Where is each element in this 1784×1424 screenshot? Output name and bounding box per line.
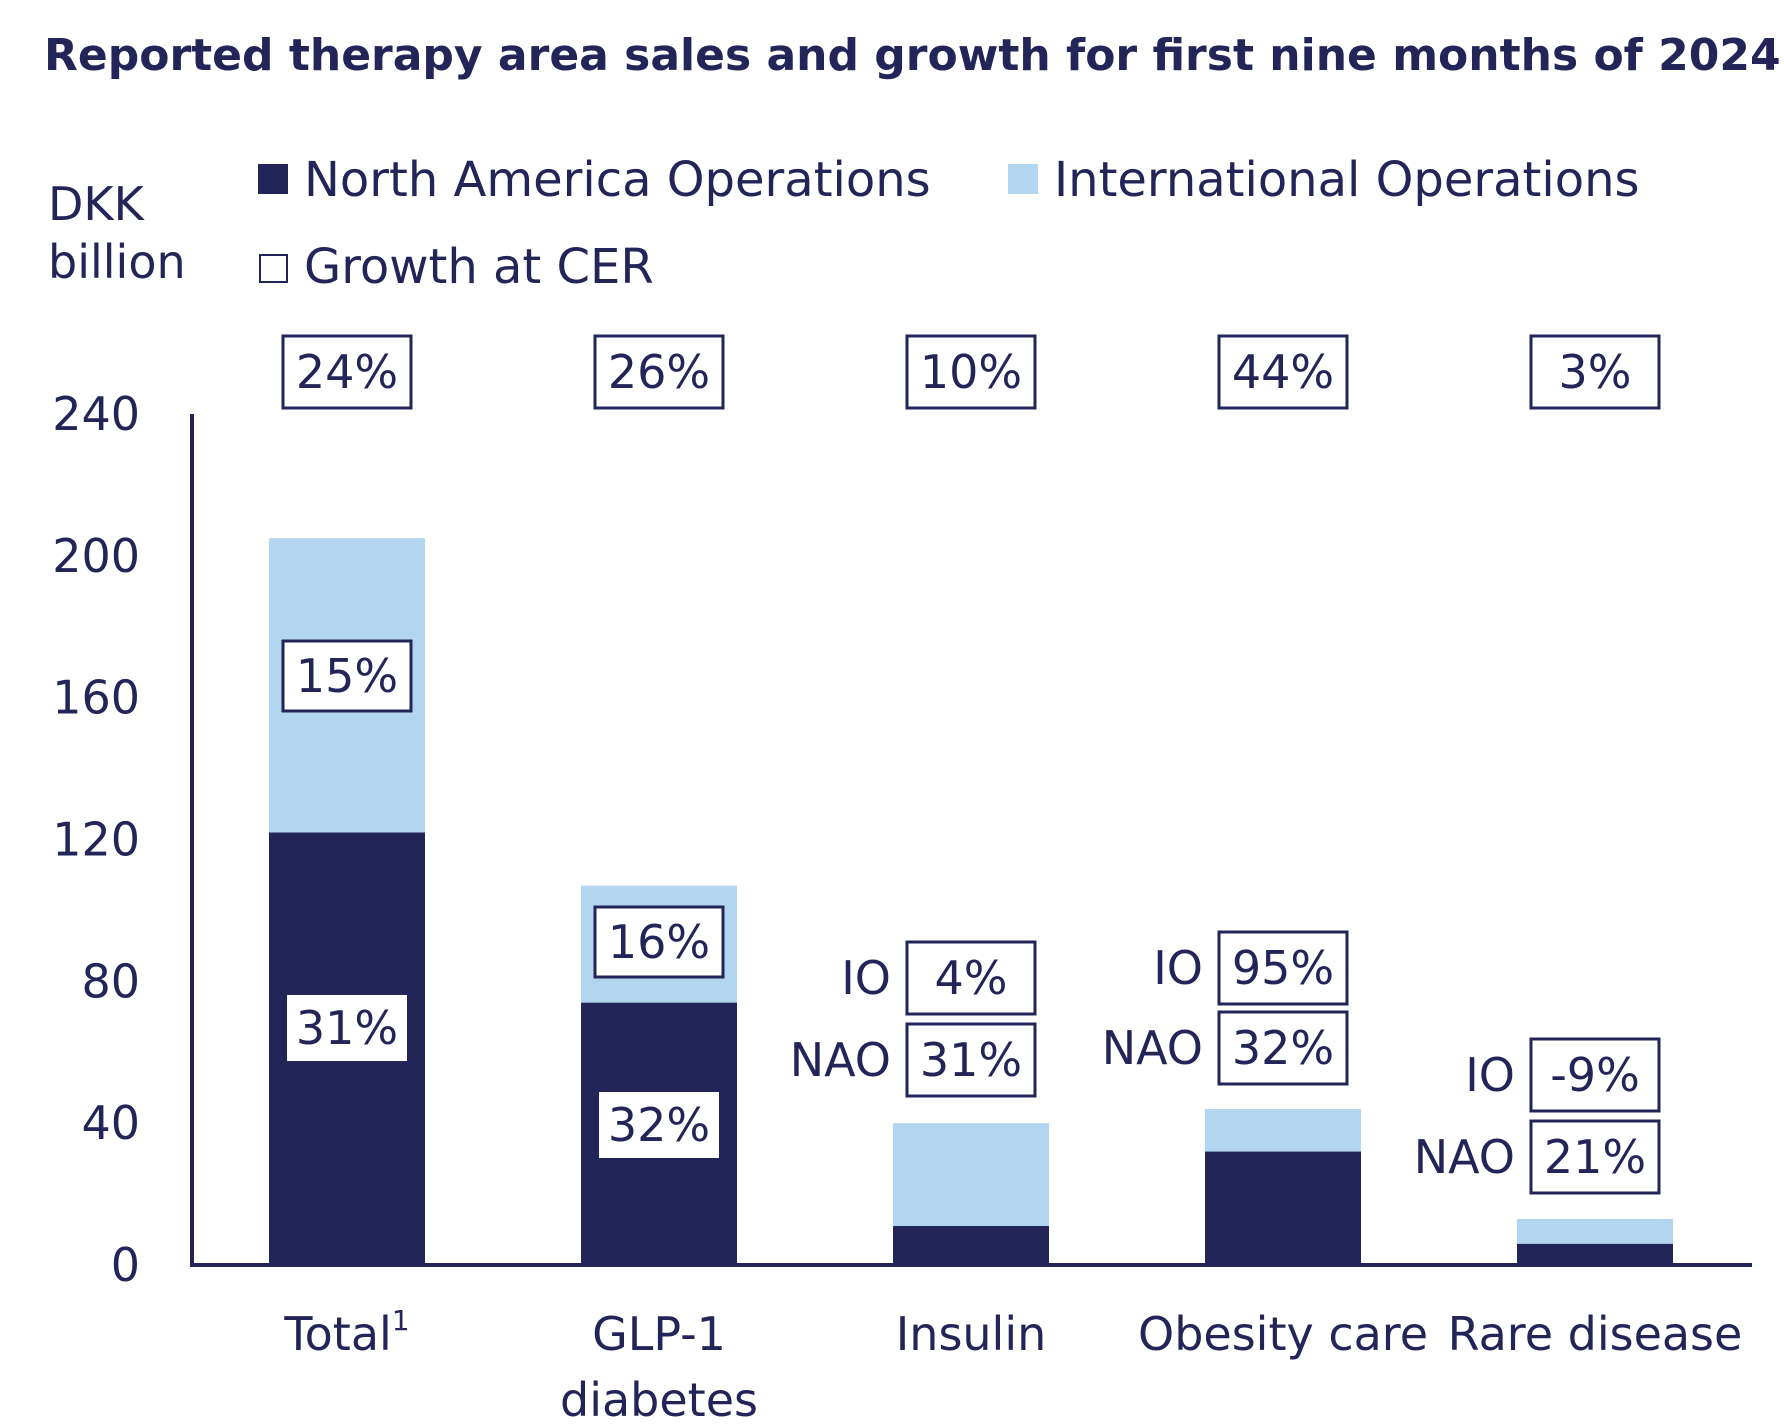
growth-io-box [1217, 930, 1349, 1006]
growth-nao-box [599, 1092, 719, 1158]
y-tick-label: 240 [52, 387, 140, 441]
y-tick-label: 160 [52, 671, 140, 725]
x-category-label: diabetes [560, 1373, 758, 1424]
legend-swatch-nao [258, 164, 288, 194]
growth-nao-label: 32% [608, 1098, 710, 1152]
growth-total-label: 3% [1559, 345, 1632, 399]
growth-nao-box [287, 995, 407, 1061]
growth-nao-label: 31% [296, 1001, 398, 1055]
nao-side-label: NAO [1414, 1130, 1515, 1184]
plot-area: 0 40 80 120 160 200 240 Total1 GLP-1 diabetes Insu… [52, 334, 1752, 1424]
legend-swatch-growth [259, 254, 288, 283]
growth-io-label: 15% [296, 649, 398, 703]
growth-total-label: 24% [296, 345, 398, 399]
x-category-label: Obesity care [1138, 1307, 1428, 1361]
growth-io-label: 4% [935, 951, 1008, 1005]
growth-nao-label: 32% [1232, 1021, 1334, 1075]
growth-io-box [1529, 1037, 1661, 1113]
chart-title: Reported therapy area sales and growth f… [44, 30, 1781, 81]
y-unit-line-1: DKK [48, 177, 146, 231]
growth-nao-box [1217, 1010, 1349, 1086]
y-unit-line-2: billion [48, 235, 186, 289]
growth-io-box [281, 639, 413, 713]
legend-label-growth: Growth at CER [304, 239, 654, 295]
growth-io-box [593, 905, 725, 979]
y-tick-label: 120 [52, 813, 140, 867]
growth-io-label: 95% [1232, 941, 1334, 995]
bar-nao [1205, 1151, 1361, 1265]
growth-nao-box [1529, 1119, 1661, 1195]
growth-nao-box [905, 1022, 1037, 1098]
x-category-label: GLP-1 [592, 1307, 726, 1361]
bar-nao [893, 1225, 1049, 1265]
growth-nao-label: 31% [920, 1033, 1022, 1087]
io-side-label: IO [1153, 941, 1203, 995]
bar-io [1205, 1108, 1361, 1152]
growth-total-box [593, 334, 725, 410]
growth-nao-label: 21% [1544, 1130, 1646, 1184]
growth-total-box [1529, 334, 1661, 410]
x-category-label: Total1 [283, 1304, 409, 1361]
legend-swatch-io [1008, 164, 1038, 194]
growth-total-label: 10% [920, 345, 1022, 399]
growth-io-label: -9% [1550, 1048, 1640, 1102]
growth-total-box [281, 334, 413, 410]
y-tick-label: 0 [111, 1238, 140, 1292]
io-side-label: IO [841, 951, 891, 1005]
growth-io-box [905, 940, 1037, 1016]
growth-total-box [1217, 334, 1349, 410]
bar-nao [1517, 1243, 1673, 1265]
legend-label-io: International Operations [1054, 152, 1640, 208]
bar-io [1517, 1218, 1673, 1244]
legend: North America Operations International O… [258, 152, 1640, 295]
y-tick-label: 40 [81, 1096, 140, 1150]
nao-side-label: NAO [790, 1033, 891, 1087]
x-category-label: Rare disease [1448, 1307, 1743, 1361]
growth-total-label: 26% [608, 345, 710, 399]
y-tick-label: 200 [52, 529, 140, 583]
x-category-label: Insulin [896, 1307, 1047, 1361]
bar-io [893, 1123, 1049, 1226]
growth-total-box [905, 334, 1037, 410]
io-side-label: IO [1465, 1048, 1515, 1102]
legend-label-nao: North America Operations [304, 152, 931, 208]
nao-side-label: NAO [1102, 1021, 1203, 1075]
growth-total-label: 44% [1232, 345, 1334, 399]
growth-io-label: 16% [608, 915, 710, 969]
y-tick-label: 80 [81, 954, 140, 1008]
